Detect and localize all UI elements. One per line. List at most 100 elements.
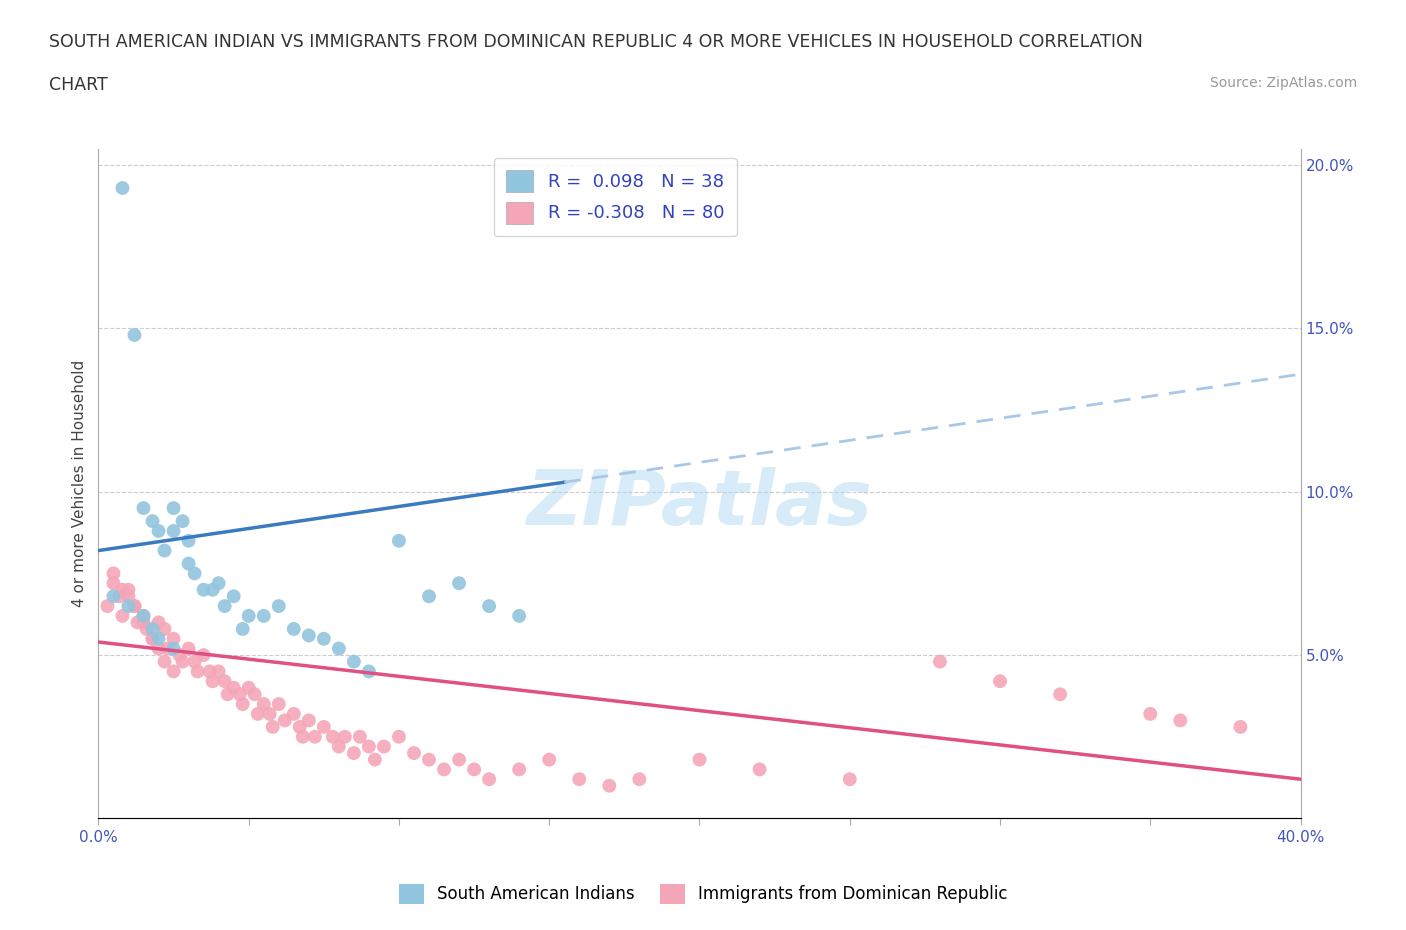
- Point: [222, 681, 245, 696]
- Point: [238, 681, 260, 696]
- Point: [162, 664, 184, 679]
- Point: [108, 589, 131, 604]
- Point: [172, 513, 194, 528]
- Point: [96, 599, 118, 614]
- Point: [274, 713, 297, 728]
- Point: [929, 654, 952, 669]
- Point: [598, 778, 620, 793]
- Point: [103, 566, 125, 581]
- Point: [267, 697, 290, 711]
- Point: [328, 739, 350, 754]
- Point: [748, 762, 770, 777]
- Point: [153, 543, 176, 558]
- Point: [568, 772, 591, 787]
- Point: [103, 589, 125, 604]
- Y-axis label: 4 or more Vehicles in Household: 4 or more Vehicles in Household: [72, 360, 87, 607]
- Point: [322, 729, 344, 744]
- Point: [124, 599, 146, 614]
- Point: [343, 746, 366, 761]
- Point: [177, 533, 200, 548]
- Point: [402, 746, 425, 761]
- Point: [162, 631, 184, 646]
- Point: [135, 621, 157, 636]
- Point: [538, 752, 561, 767]
- Point: [162, 641, 184, 656]
- Point: [148, 524, 170, 538]
- Point: [232, 697, 254, 711]
- Point: [418, 752, 440, 767]
- Point: [253, 608, 276, 623]
- Point: [304, 729, 326, 744]
- Point: [153, 654, 176, 669]
- Point: [689, 752, 711, 767]
- Point: [478, 599, 501, 614]
- Point: [343, 654, 366, 669]
- Point: [291, 729, 314, 744]
- Point: [238, 608, 260, 623]
- Point: [283, 707, 305, 722]
- Point: [253, 697, 276, 711]
- Point: [156, 641, 179, 656]
- Point: [177, 641, 200, 656]
- Point: [283, 621, 305, 636]
- Point: [208, 576, 231, 591]
- Point: [388, 729, 411, 744]
- Point: [111, 180, 134, 195]
- Point: [117, 582, 139, 597]
- Point: [124, 327, 146, 342]
- Point: [478, 772, 501, 787]
- Point: [312, 720, 335, 735]
- Point: [162, 500, 184, 515]
- Point: [183, 654, 205, 669]
- Point: [349, 729, 371, 744]
- Point: [373, 739, 395, 754]
- Point: [193, 647, 215, 662]
- Point: [298, 628, 321, 643]
- Point: [132, 615, 155, 630]
- Point: [187, 664, 209, 679]
- Point: [132, 500, 155, 515]
- Point: [117, 599, 139, 614]
- Point: [364, 752, 387, 767]
- Point: [153, 621, 176, 636]
- Point: [222, 589, 245, 604]
- Point: [201, 582, 224, 597]
- Point: [838, 772, 860, 787]
- Point: [124, 599, 146, 614]
- Point: [508, 762, 530, 777]
- Point: [388, 533, 411, 548]
- Text: CHART: CHART: [49, 76, 108, 94]
- Text: Source: ZipAtlas.com: Source: ZipAtlas.com: [1209, 76, 1357, 90]
- Point: [259, 707, 281, 722]
- Point: [198, 664, 221, 679]
- Point: [141, 513, 163, 528]
- Point: [132, 608, 155, 623]
- Point: [1229, 720, 1251, 735]
- Point: [228, 687, 250, 702]
- Point: [193, 582, 215, 597]
- Point: [183, 566, 205, 581]
- Point: [162, 524, 184, 538]
- Point: [988, 673, 1011, 688]
- Point: [433, 762, 456, 777]
- Text: SOUTH AMERICAN INDIAN VS IMMIGRANTS FROM DOMINICAN REPUBLIC 4 OR MORE VEHICLES I: SOUTH AMERICAN INDIAN VS IMMIGRANTS FROM…: [49, 33, 1143, 50]
- Point: [298, 713, 321, 728]
- Point: [214, 673, 236, 688]
- Point: [1139, 707, 1161, 722]
- Point: [148, 641, 170, 656]
- Point: [232, 621, 254, 636]
- Point: [141, 631, 163, 646]
- Point: [246, 707, 269, 722]
- Point: [169, 647, 191, 662]
- Point: [328, 641, 350, 656]
- Point: [312, 631, 335, 646]
- Point: [447, 576, 470, 591]
- Point: [447, 752, 470, 767]
- Point: [1170, 713, 1192, 728]
- Point: [214, 599, 236, 614]
- Point: [201, 673, 224, 688]
- Point: [267, 599, 290, 614]
- Point: [357, 739, 380, 754]
- Point: [132, 608, 155, 623]
- Point: [1049, 687, 1071, 702]
